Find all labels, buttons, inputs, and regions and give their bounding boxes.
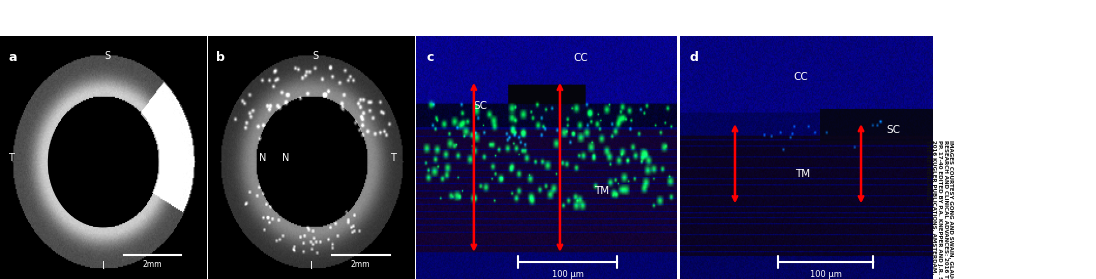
Text: 2mm: 2mm bbox=[142, 260, 162, 269]
Text: CC: CC bbox=[573, 52, 589, 62]
Text: IMAGES COURTESY GONG AND SWAIN, GLAUCOMA
RESEARCH AND CLINICAL ADVANCES: 2016 TO: IMAGES COURTESY GONG AND SWAIN, GLAUCOMA… bbox=[925, 140, 954, 279]
Text: S: S bbox=[312, 51, 319, 61]
Text: S: S bbox=[104, 51, 111, 61]
Text: TM: TM bbox=[796, 169, 811, 179]
Text: T: T bbox=[390, 153, 396, 163]
Text: 100 μm: 100 μm bbox=[810, 270, 842, 278]
Text: N: N bbox=[259, 153, 266, 163]
Text: I: I bbox=[102, 261, 104, 271]
Text: a: a bbox=[9, 51, 16, 64]
Text: 2mm: 2mm bbox=[351, 260, 370, 269]
Text: N: N bbox=[180, 153, 187, 163]
Text: b: b bbox=[217, 51, 226, 64]
Text: TM: TM bbox=[594, 186, 609, 196]
Text: 100 μm: 100 μm bbox=[551, 270, 584, 278]
Text: d: d bbox=[689, 51, 698, 64]
Text: SC: SC bbox=[473, 101, 488, 111]
Text: N: N bbox=[283, 153, 289, 163]
Text: c: c bbox=[427, 51, 434, 64]
Text: I: I bbox=[310, 261, 312, 271]
Text: T: T bbox=[9, 153, 14, 163]
Text: SC: SC bbox=[887, 125, 900, 135]
Ellipse shape bbox=[48, 98, 158, 227]
Ellipse shape bbox=[259, 100, 364, 225]
Text: CC: CC bbox=[794, 72, 808, 82]
